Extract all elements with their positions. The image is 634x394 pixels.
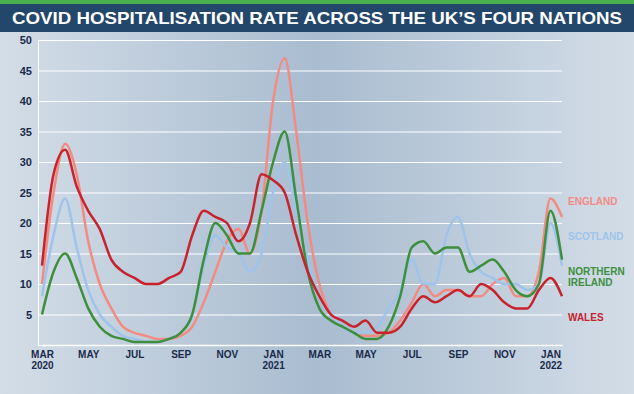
legend-label: SCOTLAND xyxy=(568,231,624,242)
x-tick-label: NOV xyxy=(494,349,516,360)
grid-line xyxy=(38,193,562,194)
x-tick-label: JUL xyxy=(403,349,422,360)
x-tick-label: JUL xyxy=(125,349,144,360)
y-tick-label: 10 xyxy=(20,278,32,290)
x-tick: MAR xyxy=(308,345,332,360)
x-tick: JUL xyxy=(403,345,422,360)
series-line xyxy=(42,58,562,339)
x-tick: JUL xyxy=(125,345,144,360)
legend-label: WALES xyxy=(568,312,604,323)
x-axis: MAR2020 MAY JUL SEP NOV JAN2021 MAR MAY JUL SEP NO… xyxy=(31,345,562,371)
grid-line xyxy=(38,132,562,133)
y-tick-label: 5 xyxy=(26,309,32,321)
y-axis: 5 10 15 20 25 30 35 40 45 50 xyxy=(20,34,562,345)
x-tick-label: MAR xyxy=(308,349,332,360)
lines xyxy=(42,58,562,342)
y-tick-label: 35 xyxy=(20,126,32,138)
y-axis-line xyxy=(39,41,563,346)
x-tick: MAY xyxy=(355,345,377,360)
x-axis-line xyxy=(43,345,563,347)
x-tick-label: MAY xyxy=(78,349,100,360)
x-tick-label: NOV xyxy=(217,349,239,360)
y-tick: 35 xyxy=(20,126,562,138)
y-tick-label: 20 xyxy=(20,217,32,229)
y-tick-label: 25 xyxy=(20,187,32,199)
x-tick-label: JAN2022 xyxy=(540,349,563,371)
x-tick: MAR2020 xyxy=(31,345,55,371)
x-tick: NOV xyxy=(217,345,239,360)
y-tick: 45 xyxy=(20,65,562,77)
background xyxy=(0,0,634,394)
x-tick: NOV xyxy=(494,345,516,360)
title-stripe xyxy=(0,0,634,4)
x-tick: JAN2021 xyxy=(262,345,285,371)
y-tick-label: 40 xyxy=(20,95,32,107)
x-tick-label: JAN2021 xyxy=(262,349,285,371)
x-tick: MAY xyxy=(78,345,100,360)
series-line xyxy=(42,150,562,333)
y-tick-label: 50 xyxy=(20,34,32,46)
y-tick-label: 15 xyxy=(20,248,32,260)
series-line xyxy=(42,132,562,342)
grid-line xyxy=(38,101,562,102)
grid-line xyxy=(38,71,562,72)
grid-line xyxy=(38,40,562,41)
legend-label: ENGLAND xyxy=(568,196,617,207)
chart: COVID HOSPITALISATION RATE ACROSS THE UK… xyxy=(0,0,634,394)
x-tick: SEP xyxy=(448,345,468,360)
x-tick-label: SEP xyxy=(171,349,191,360)
x-tick: JAN2022 xyxy=(540,345,563,371)
y-tick: 50 xyxy=(20,34,562,46)
x-tick: SEP xyxy=(171,345,191,360)
y-tick-label: 30 xyxy=(20,156,32,168)
title: COVID HOSPITALISATION RATE ACROSS THE UK… xyxy=(12,9,622,28)
y-tick: 5 xyxy=(26,309,562,321)
legend-label: NORTHERNIRELAND xyxy=(568,266,625,288)
x-tick-label: MAR2020 xyxy=(31,349,55,371)
legend: ENGLAND SCOTLAND NORTHERNIRELAND WALES xyxy=(568,196,625,323)
y-tick: 15 xyxy=(20,248,562,260)
x-tick-label: MAY xyxy=(355,349,377,360)
grid-line xyxy=(38,254,562,255)
title-bar xyxy=(0,0,634,32)
x-tick-label: SEP xyxy=(448,349,468,360)
y-tick-label: 45 xyxy=(20,65,32,77)
